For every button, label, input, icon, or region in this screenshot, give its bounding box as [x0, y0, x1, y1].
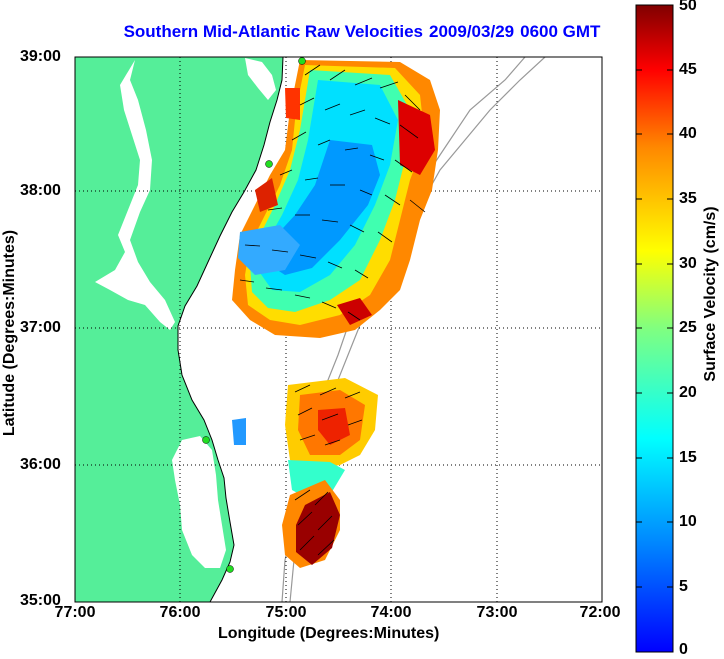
coastline	[177, 57, 284, 602]
station-marker	[265, 160, 273, 168]
delaware-bay	[245, 58, 276, 100]
x-tick: 72:00	[579, 604, 621, 621]
station-marker	[298, 57, 306, 65]
colorbar-tick: 40	[679, 125, 697, 142]
colorbar	[635, 4, 674, 653]
radar-stations	[202, 57, 306, 573]
x-tick: 73:00	[476, 604, 518, 621]
x-tick: 74:00	[370, 604, 412, 621]
map-title: Southern Mid-Atlantic Raw Velocities 2009…	[0, 22, 724, 42]
colorbar-tick: 50	[679, 0, 697, 14]
y-tick: 39:00	[20, 48, 61, 65]
title-date: 2009/03/29	[429, 22, 515, 41]
y-tick: 35:00	[20, 592, 61, 609]
colorbar-tick: 5	[679, 578, 688, 595]
colorbar-tick: 45	[679, 61, 697, 78]
y-axis-label: Latitude (Degrees:Minutes)	[1, 229, 18, 437]
x-tick: 76:00	[159, 604, 201, 621]
velocity-field-south	[232, 378, 378, 568]
colorbar-tick: 0	[679, 641, 688, 658]
y-tick: 37:00	[20, 319, 61, 336]
y-tick: 38:00	[20, 182, 61, 199]
colorbar-label: Surface Velocity (cm/s)	[702, 206, 719, 382]
station-marker	[226, 565, 234, 573]
title-time: 0600 GMT	[520, 22, 601, 41]
pamlico-sound	[172, 436, 226, 568]
colorbar-tick: 25	[679, 319, 697, 336]
colorbar-tick: 20	[679, 384, 697, 401]
velocity-field-north	[232, 60, 440, 338]
colorbar-tick: 35	[679, 190, 697, 207]
land-mass	[75, 57, 283, 602]
current-vectors	[239, 64, 426, 556]
x-tick: 77:00	[54, 604, 96, 621]
chesapeake-bay	[95, 60, 175, 330]
colorbar-tick: 10	[679, 513, 697, 530]
y-tick: 36:00	[20, 456, 61, 473]
x-tick: 75:00	[265, 604, 307, 621]
colorbar-tick: 30	[679, 255, 697, 272]
title-region: Southern Mid-Atlantic Raw Velocities	[123, 22, 424, 41]
x-axis-label: Longitude (Degrees:Minutes)	[218, 625, 440, 642]
station-marker	[202, 436, 210, 444]
colorbar-tick: 15	[679, 449, 697, 466]
